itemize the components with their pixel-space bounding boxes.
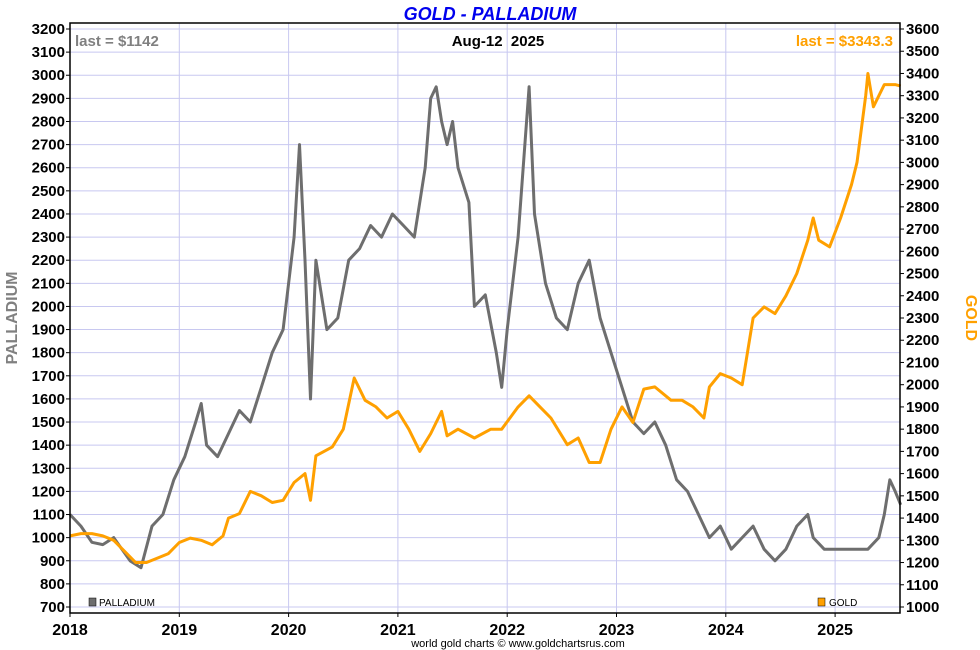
series-lines	[68, 72, 903, 570]
tick-label-right: 2200	[906, 332, 939, 349]
tick-label-left: 1300	[32, 460, 65, 477]
tick-label-right: 1600	[906, 466, 939, 483]
tick-label-right: 1900	[906, 399, 939, 416]
tick-label-left: 2700	[32, 137, 65, 154]
tick-label-left: 1900	[32, 322, 65, 339]
tick-label-right: 1200	[906, 555, 939, 572]
tick-label-left: 1600	[32, 391, 65, 408]
tick-label-x: 2025	[817, 622, 853, 639]
series-gold-line	[69, 72, 902, 564]
tick-label-x: 2020	[271, 622, 307, 639]
tick-label-right: 2900	[906, 177, 939, 194]
tick-label-right: 1300	[906, 532, 939, 549]
tick-label-x: 2018	[52, 622, 88, 639]
tick-label-left: 2200	[32, 252, 65, 269]
tick-label-right: 3500	[906, 43, 939, 60]
tick-label-right: 1400	[906, 510, 939, 527]
tick-label-left: 2800	[32, 113, 65, 130]
tick-label-right: 3300	[906, 88, 939, 105]
tick-label-left: 1800	[32, 345, 65, 362]
tick-label-right: 2700	[906, 221, 939, 238]
tick-label-right: 3100	[906, 132, 939, 149]
tick-label-left: 3000	[32, 67, 65, 84]
tick-label-right: 2100	[906, 354, 939, 371]
plot-frame	[69, 22, 901, 614]
tick-label-right: 1000	[906, 599, 939, 616]
tick-label-right: 2500	[906, 266, 939, 283]
credit: world gold charts © www.goldchartsrus.co…	[410, 638, 625, 650]
tick-label-left: 3200	[32, 21, 65, 38]
tick-label-right: 1700	[906, 443, 939, 460]
tick-label-right: 1100	[906, 577, 939, 594]
tick-label-right: 3000	[906, 154, 939, 171]
tick-label-x: 2022	[489, 622, 525, 639]
tick-label-right: 2000	[906, 377, 939, 394]
series-palladium-line	[68, 85, 903, 570]
tick-label-right: 2400	[906, 288, 939, 305]
tick-label-right: 2800	[906, 199, 939, 216]
chart-title: GOLD - PALLADIUM	[404, 4, 578, 24]
tick-label-left: 2600	[32, 160, 65, 177]
tick-label-left: 2500	[32, 183, 65, 200]
tick-label-left: 2400	[32, 206, 65, 223]
right-last-value: last = $3343.3	[796, 33, 893, 50]
tick-label-x: 2019	[162, 622, 198, 639]
tick-label-x: 2023	[599, 622, 635, 639]
tick-label-right: 1800	[906, 421, 939, 438]
left-axis-label: PALLADIUM	[4, 271, 21, 364]
legend-palladium: PALLADIUM	[99, 598, 155, 609]
tick-label-x: 2024	[708, 622, 744, 639]
tick-label-left: 1500	[32, 414, 65, 431]
tick-label-right: 1500	[906, 488, 939, 505]
legend-palladium-swatch	[88, 597, 97, 607]
tick-label-left: 1400	[32, 437, 65, 454]
tick-label-right: 3400	[906, 65, 939, 82]
grid	[70, 23, 900, 613]
tick-label-left: 800	[40, 576, 65, 593]
axis-ticks: 700 800 900 1000 1100 1200 1300 1400 1500 1600 170…	[32, 21, 940, 639]
tick-label-right: 3200	[906, 110, 939, 127]
tick-label-left: 700	[40, 599, 65, 616]
left-last-value: last = $1142	[75, 33, 159, 50]
date-label: Aug-12 2025	[452, 33, 545, 50]
tick-label-left: 2000	[32, 298, 65, 315]
tick-label-left: 2100	[32, 275, 65, 292]
tick-label-right: 2600	[906, 243, 939, 260]
tick-label-left: 1000	[32, 530, 65, 547]
tick-label-right: 2300	[906, 310, 939, 327]
tick-label-left: 1700	[32, 368, 65, 385]
tick-label-left: 1200	[32, 483, 65, 500]
tick-label-left: 3100	[32, 44, 65, 61]
legend-gold: GOLD	[829, 598, 857, 609]
tick-label-left: 2900	[32, 90, 65, 107]
tick-label-left: 2300	[32, 229, 65, 246]
tick-label-x: 2021	[380, 622, 416, 639]
tick-label-left: 900	[40, 553, 65, 570]
legend-gold-swatch	[817, 597, 826, 607]
tick-label-left: 1100	[32, 507, 65, 524]
tick-label-right: 3600	[906, 21, 939, 38]
right-axis-label: GOLD	[962, 295, 979, 341]
